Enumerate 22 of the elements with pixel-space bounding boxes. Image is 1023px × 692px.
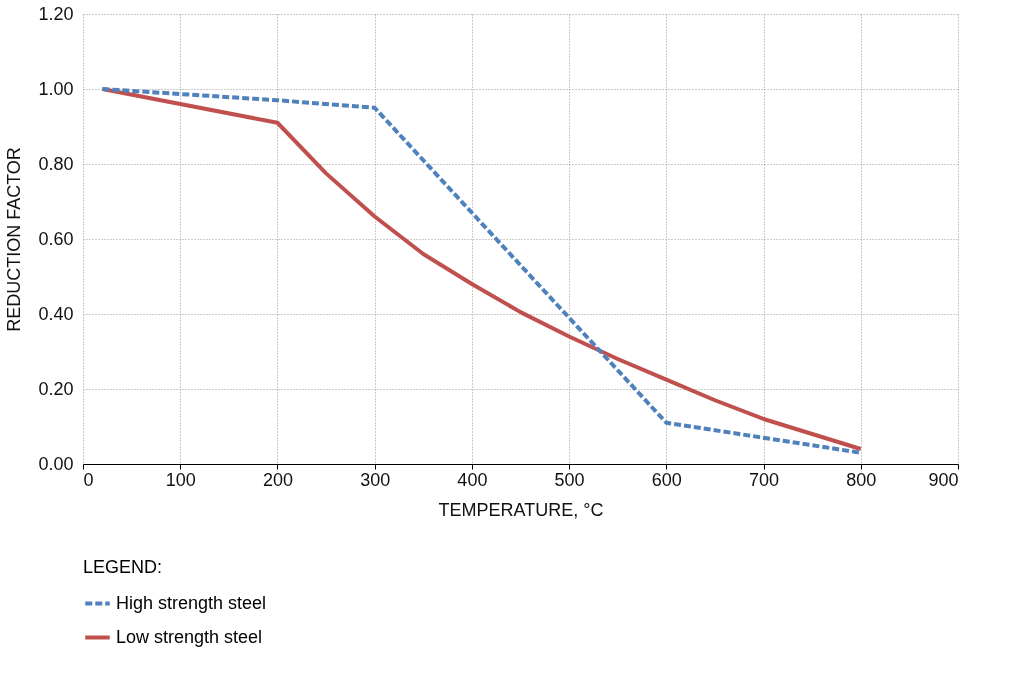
x-tick-label: 700 bbox=[749, 469, 780, 490]
y-axis-title: REDUCTION FACTOR bbox=[4, 147, 25, 332]
y-tick-label: 0.60 bbox=[38, 228, 74, 249]
x-tick-label: 0 bbox=[83, 469, 94, 490]
y-tick-label: 0.20 bbox=[38, 378, 74, 399]
x-tick-label: 300 bbox=[360, 469, 391, 490]
x-tick-label: 800 bbox=[846, 469, 877, 490]
x-tick-label: 900 bbox=[928, 469, 959, 490]
y-tick-label: 0.80 bbox=[38, 153, 74, 174]
x-tick-label: 600 bbox=[651, 469, 682, 490]
x-tick-label: 100 bbox=[165, 469, 196, 490]
legend-label: Low strength steel bbox=[116, 626, 263, 647]
y-tick-label: 1.20 bbox=[38, 3, 74, 24]
x-axis-title: TEMPERATURE, °C bbox=[438, 499, 604, 520]
x-tick-label: 200 bbox=[262, 469, 293, 490]
y-tick-label: 1.00 bbox=[38, 78, 74, 99]
x-tick-label: 500 bbox=[554, 469, 585, 490]
y-tick-label: 0.40 bbox=[38, 303, 74, 324]
y-tick-label: 0.00 bbox=[38, 453, 74, 474]
x-tick-label: 400 bbox=[457, 469, 488, 490]
legend-title: LEGEND: bbox=[83, 557, 163, 577]
legend-label: High strength steel bbox=[116, 592, 267, 613]
